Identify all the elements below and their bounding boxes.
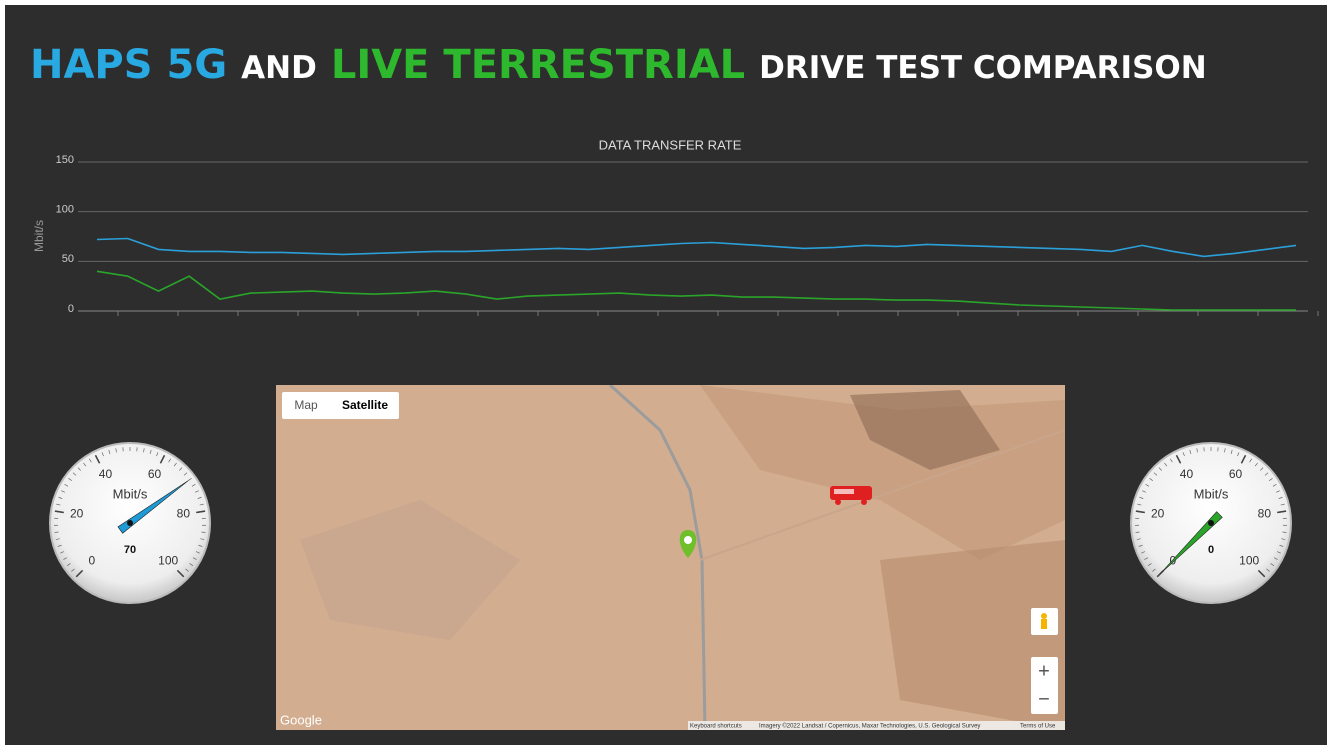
gauge-minor-tick xyxy=(201,532,205,533)
data-line xyxy=(97,239,1296,257)
gauge-tick-label: 40 xyxy=(99,467,113,481)
gauge-tick-label: 20 xyxy=(1151,507,1165,521)
gauge-minor-tick xyxy=(1282,532,1286,533)
canvas: DATA TRANSFER RATE Mbit/s 050100150 Map … xyxy=(0,0,1332,749)
gauge-tick-label: 60 xyxy=(148,467,162,481)
gauge-minor-tick xyxy=(55,532,59,533)
data-line xyxy=(97,271,1296,310)
gauge-value: 70 xyxy=(124,544,136,556)
gauge-tick-label: 20 xyxy=(70,507,84,521)
pegman-icon xyxy=(1041,619,1047,629)
y-tick-label: 50 xyxy=(62,253,74,265)
gauge-tick-label: 0 xyxy=(88,553,95,567)
zoom-in[interactable]: + xyxy=(1038,660,1050,682)
zoom-out[interactable]: − xyxy=(1038,688,1050,710)
gauge-hub xyxy=(127,520,133,526)
gauge-unit: Mbit/s xyxy=(1194,486,1229,501)
gauge-tick-label: 80 xyxy=(1258,507,1272,521)
gauge-unit: Mbit/s xyxy=(113,486,148,501)
map-attribution: Imagery ©2022 Landsat / Copernicus, Maxa… xyxy=(759,723,980,730)
gauge-tick-label: 80 xyxy=(177,507,191,521)
y-tick-label: 150 xyxy=(56,154,74,166)
pegman-icon xyxy=(1041,613,1047,619)
map-footer-link[interactable]: Terms of Use xyxy=(1020,724,1056,730)
map-logo: Google xyxy=(280,712,322,727)
map xyxy=(276,385,1065,730)
gauge-tick-label: 60 xyxy=(1229,467,1243,481)
y-axis-label: Mbit/s xyxy=(32,220,46,252)
map-footer-link[interactable]: Keyboard shortcuts xyxy=(690,724,742,730)
y-tick-label: 100 xyxy=(56,204,74,216)
gauge-minor-tick xyxy=(1136,532,1140,533)
y-tick-label: 0 xyxy=(68,303,74,315)
gauge-hub xyxy=(1208,520,1214,526)
map-button[interactable]: Satellite xyxy=(342,398,388,412)
gauge-value: 0 xyxy=(1208,544,1214,556)
chart-title: DATA TRANSFER RATE xyxy=(599,137,742,152)
map-button[interactable]: Map xyxy=(294,398,318,412)
gauge-tick-label: 100 xyxy=(158,553,178,567)
pin-dot xyxy=(684,536,692,544)
gauge-tick-label: 100 xyxy=(1239,553,1259,567)
chart: 0 50 100 150 xyxy=(56,154,1318,316)
gauge-tick-label: 40 xyxy=(1180,467,1194,481)
